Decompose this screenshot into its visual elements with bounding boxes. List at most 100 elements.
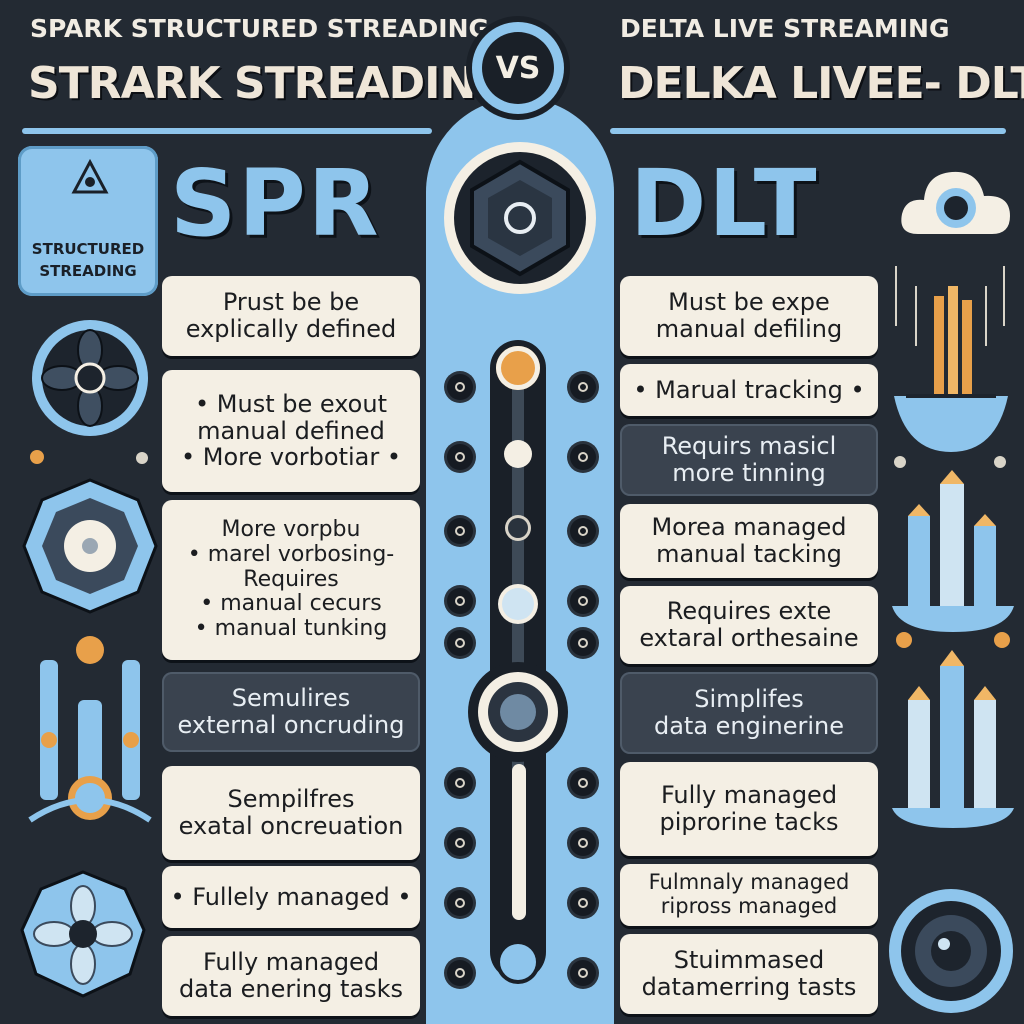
vs-label: VS (495, 50, 541, 86)
center-dot-l9 (447, 960, 473, 986)
center-dot-l1 (447, 374, 473, 400)
left-divider (22, 128, 432, 134)
left-card-3-line-1: More vorpbu (221, 517, 361, 543)
right-card-8-line-2: ripross managed (660, 894, 838, 918)
right-card-1-line-2: manual defiling (655, 315, 843, 343)
track-node-2-icon (508, 518, 528, 538)
right-card-5: Requires exte extaral orthesaine (620, 586, 878, 664)
center-dot-r1 (570, 374, 596, 400)
vs-badge: VS (472, 22, 564, 114)
left-card-7-line-2: data enering tasks (178, 975, 404, 1003)
center-dot-l5 (447, 630, 473, 656)
center-dot-r8 (570, 890, 596, 916)
center-dot-l8 (447, 890, 473, 916)
center-dot-r3 (570, 518, 596, 544)
center-dot-l7 (447, 830, 473, 856)
right-card-3-line-2: more tinning (672, 459, 826, 487)
right-divider (610, 128, 1006, 134)
left-card-7: Fully managed data enering tasks (162, 936, 420, 1016)
right-card-7-line-1: Fully managed (660, 781, 838, 810)
structured-streaming-badge: STRUCTURED STREADING (18, 146, 158, 296)
left-header-big: STRARK STREADING (28, 58, 511, 109)
center-dot-r9 (570, 960, 596, 986)
left-flower-gear-icon (30, 318, 150, 438)
left-card-2-line-2: manual defined (197, 416, 385, 445)
left-header-small: SPARK STRUCTURED STREADING (30, 14, 490, 43)
right-tower-cluster-1-icon (890, 456, 1016, 636)
left-card-5: Sempilfres exatal oncreuation (162, 766, 420, 860)
left-card-3-line-3: Requires (243, 566, 339, 592)
right-card-9-line-1: Stuimmased (673, 946, 825, 975)
left-card-1-line-1: Prust be be (222, 288, 360, 317)
right-card-7-line-2: piprorine tacks (659, 808, 839, 836)
right-card-2-line-1: • Marual tracking • (633, 375, 865, 404)
left-card-3-line-5: • manual tunking (194, 615, 388, 641)
right-card-5-line-1: Requires exte (666, 597, 832, 626)
right-header-small: DELTA LIVE STREAMING (620, 14, 950, 43)
right-card-3: Requirs masicl more tinning (620, 424, 878, 496)
center-dot-r7 (570, 830, 596, 856)
right-card-2: • Marual tracking • (620, 364, 878, 416)
track-node-3-icon (502, 588, 534, 620)
track-node-top-icon (496, 346, 540, 390)
left-card-3-line-4: • manual cecurs (200, 591, 382, 617)
right-card-6-line-2: data enginerine (653, 712, 845, 740)
right-card-5-line-2: extaral orthesaine (639, 624, 859, 652)
center-dot-l4 (447, 588, 473, 614)
hexagon-emblem-icon (442, 140, 598, 296)
left-polygon-gear-icon (20, 476, 160, 616)
left-bottom-flower-icon (18, 870, 148, 1000)
track-node-bottom-icon (500, 944, 536, 980)
right-card-3-line-1: Requirs masicl (661, 432, 837, 461)
left-card-2: • Must be exout manual defined • More vo… (162, 370, 420, 492)
right-header-big: DELKA LIVEE- DLT (618, 58, 1024, 109)
left-card-6-line-1: • Fullely managed • (170, 882, 412, 911)
right-card-9-line-2: datamerring tasts (641, 973, 857, 1001)
center-dot-r5 (570, 630, 596, 656)
center-dot-r6 (570, 770, 596, 796)
right-card-8-line-1: Fulmnaly managed (648, 870, 850, 895)
left-dot-b (136, 452, 148, 464)
left-card-5-line-2: exatal oncreuation (178, 812, 404, 840)
right-tower-cluster-2-icon (890, 630, 1016, 830)
right-card-1: Must be expe manual defiling (620, 276, 878, 356)
left-title: SPR (170, 150, 381, 257)
right-card-1-line-1: Must be expe (668, 288, 830, 317)
right-card-7: Fully managed piprorine tacks (620, 762, 878, 856)
cloud-icon (896, 156, 1016, 246)
center-dot-l2 (447, 444, 473, 470)
left-card-4: Semulires external oncruding (162, 672, 420, 752)
left-card-5-line-1: Sempilfres (227, 785, 355, 814)
triangle-logo-icon (70, 158, 110, 198)
left-card-4-line-2: external oncruding (177, 711, 405, 739)
right-orange-tower-icon (886, 256, 1016, 456)
badge-label-line-1: STRUCTURED (31, 240, 145, 258)
right-card-4-line-2: manual tacking (656, 540, 842, 568)
center-dot-r4 (570, 588, 596, 614)
left-card-1: Prust be be explically defined (162, 276, 420, 356)
left-card-3-line-2: • marel vorbosing- (187, 542, 395, 568)
left-machine-icon (20, 630, 160, 830)
left-card-7-line-1: Fully managed (202, 948, 380, 977)
right-card-9: Stuimmased datamerring tasts (620, 934, 878, 1014)
track-handle (512, 764, 526, 920)
left-card-6: • Fullely managed • (162, 866, 420, 928)
center-dot-r2 (570, 444, 596, 470)
track-node-1-icon (504, 440, 532, 468)
left-card-2-line-3: • More vorbotiar • (180, 443, 402, 472)
left-dot-a (30, 450, 44, 464)
right-card-8: Fulmnaly managed ripross managed (620, 864, 878, 926)
left-card-1-line-2: explically defined (185, 315, 397, 343)
center-dot-l6 (447, 770, 473, 796)
left-card-3: More vorpbu • marel vorbosing- Requires … (162, 500, 420, 660)
right-bottom-lens-icon (886, 886, 1016, 1016)
right-card-4-line-1: Morea managed (651, 513, 847, 542)
right-card-4: Morea managed manual tacking (620, 504, 878, 578)
left-card-4-line-1: Semulires (231, 684, 351, 713)
center-dot-l3 (447, 518, 473, 544)
badge-label-line-2: STREADING (39, 262, 137, 280)
right-title: DLT (630, 150, 819, 257)
right-card-6-line-1: Simplifes (694, 685, 804, 714)
left-card-2-line-1: • Must be exout (195, 389, 387, 418)
right-card-6: Simplifes data enginerine (620, 672, 878, 754)
